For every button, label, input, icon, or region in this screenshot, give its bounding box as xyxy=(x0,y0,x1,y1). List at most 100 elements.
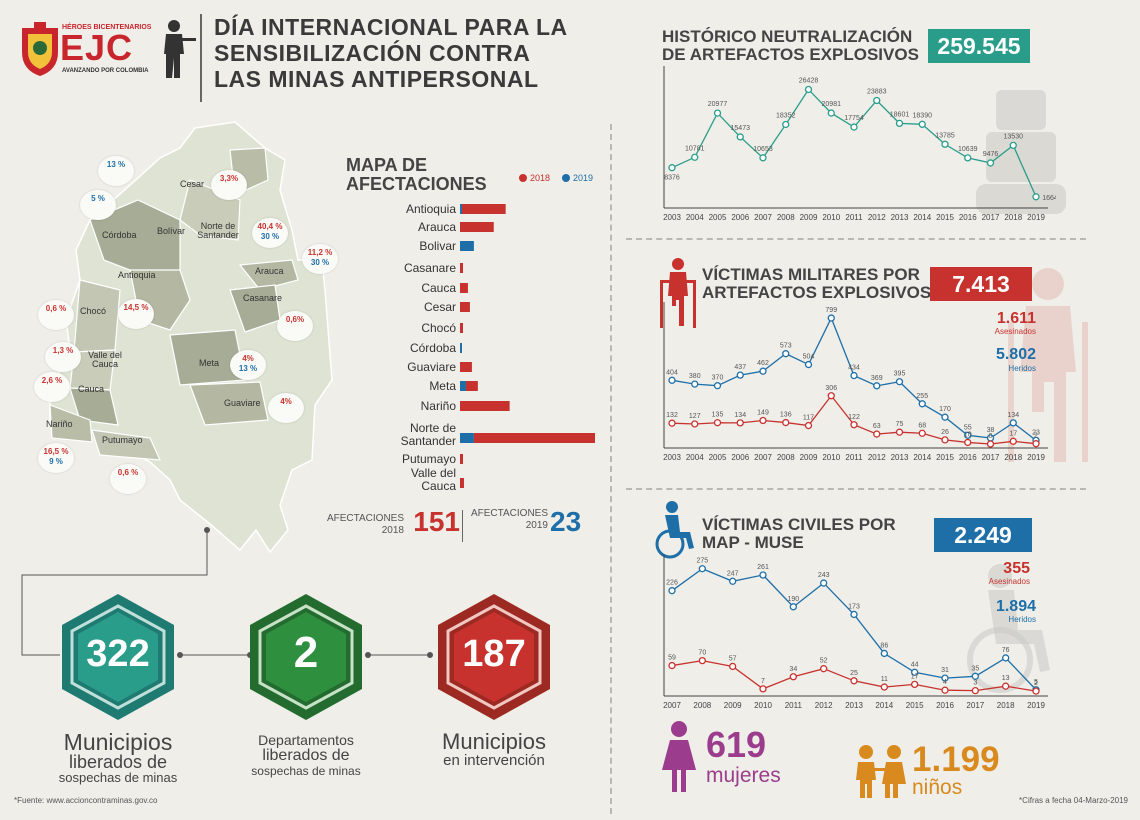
data-label: 799 xyxy=(825,307,837,314)
data-label: 437 xyxy=(734,364,746,371)
totals-2019-value: 23 xyxy=(550,506,582,537)
hex1-value: 322 xyxy=(86,633,150,675)
category-label: Putumayo xyxy=(402,452,456,466)
region-label-choco: Chocó xyxy=(80,306,107,316)
hex3-value: 187 xyxy=(462,633,526,675)
x-tick-label: 2007 xyxy=(754,213,772,220)
children-icon xyxy=(856,745,906,798)
data-point xyxy=(850,123,858,131)
children-value: 1.199 xyxy=(912,740,1000,779)
data-point xyxy=(736,133,744,141)
badge-2019-value: 30 % xyxy=(310,258,330,267)
x-tick-label: 2008 xyxy=(777,453,795,461)
data-point xyxy=(1009,141,1017,150)
logo: HÉROES BICENTENARIOS EJC AVANZANDO POR C… xyxy=(18,18,198,80)
hex3-label: Municipios en intervención xyxy=(404,731,584,769)
badge-2018-value: 0,6 % xyxy=(117,468,139,477)
map-title-line-2: AFECTACIONES xyxy=(346,174,487,194)
military-wounded-label: Heridos xyxy=(1008,364,1036,373)
x-tick-label: 2003 xyxy=(663,213,681,220)
data-point xyxy=(941,686,949,694)
civilians-title-line: MAP - MUSE xyxy=(702,533,804,552)
data-point xyxy=(698,656,706,665)
x-tick-label: 2007 xyxy=(663,701,681,708)
source-note: *Fuente: www.accioncontraminas.gov.co xyxy=(14,796,158,805)
data-point xyxy=(736,419,744,427)
military-title-line: VÍCTIMAS MILITARES POR xyxy=(702,265,920,284)
x-tick-label: 2012 xyxy=(815,701,833,708)
data-point xyxy=(713,109,722,117)
neutralization-title: HISTÓRICO NEUTRALIZACIÓN DE ARTEFACTOS E… xyxy=(662,28,919,64)
category-label: Cauca xyxy=(421,479,456,493)
x-tick-label: 2009 xyxy=(800,453,818,461)
data-point xyxy=(895,378,904,386)
data-label: 57 xyxy=(729,655,737,662)
x-tick-label: 2008 xyxy=(693,701,711,708)
data-point xyxy=(850,610,858,619)
category-label: Santander xyxy=(401,434,456,448)
data-point xyxy=(911,680,919,689)
data-label: 8376 xyxy=(664,175,680,182)
bar-2019 xyxy=(460,381,466,391)
title-line-3: LAS MINAS ANTIPERSONAL xyxy=(214,66,539,92)
region-label-cesar: Cesar xyxy=(180,179,205,189)
children-label: niños xyxy=(912,776,963,799)
category-label: Cesar xyxy=(424,300,456,314)
percent-badge: 4% 13 % xyxy=(230,350,266,380)
data-label: 18601 xyxy=(890,111,910,118)
legend-label-2018: 2018 xyxy=(530,173,550,183)
totals-2019-label: AFECTACIONES 2019 xyxy=(470,508,548,531)
data-label: 380 xyxy=(689,373,701,380)
data-label: 23 xyxy=(1032,429,1040,436)
data-point xyxy=(1009,437,1017,445)
bar-2018 xyxy=(460,323,463,333)
data-point xyxy=(668,164,676,172)
badge-2018-value: 0,6% xyxy=(285,315,305,324)
badge-2018-value: 16,5 % xyxy=(43,447,69,456)
badge-2018-value: 11,2 % xyxy=(307,248,333,257)
data-label: 25 xyxy=(850,670,858,677)
data-label: 275 xyxy=(696,558,708,565)
data-label: 226 xyxy=(666,580,678,587)
category-label: Chocó xyxy=(421,321,456,335)
data-point xyxy=(759,571,767,579)
x-tick-label: 2017 xyxy=(966,701,984,708)
data-point xyxy=(789,673,797,681)
data-label: 10 xyxy=(964,431,972,438)
hex2-label-line: Departamentos xyxy=(258,732,354,748)
x-tick-label: 2009 xyxy=(724,701,742,708)
x-tick-label: 2016 xyxy=(959,213,977,220)
hexagon-departamentos xyxy=(250,594,362,720)
data-point xyxy=(668,661,676,670)
data-point xyxy=(1032,193,1040,201)
category-label: Córdoba xyxy=(410,341,456,355)
data-point xyxy=(941,413,949,421)
data-label: 7 xyxy=(761,678,765,685)
region-label-arauca: Arauca xyxy=(255,266,284,276)
data-label: 31 xyxy=(941,667,949,674)
badge-2019-value: 30 % xyxy=(260,232,280,241)
region-label-guaviare: Guaviare xyxy=(224,398,261,408)
data-point xyxy=(873,430,881,438)
totals-2018-value: 151 xyxy=(413,506,460,537)
percent-badge: 14,5 % xyxy=(118,299,154,329)
women-label: mujeres xyxy=(706,764,781,787)
data-label: 17754 xyxy=(844,115,864,122)
region-label-norte-de-santander: Norte de Santander xyxy=(197,221,239,240)
x-tick-label: 2015 xyxy=(936,453,954,461)
category-label: Norte de xyxy=(410,421,456,435)
x-tick-label: 2010 xyxy=(822,213,840,220)
data-label: 63 xyxy=(873,423,881,430)
data-label: 0 xyxy=(989,433,993,440)
bar-2019 xyxy=(460,241,474,251)
data-label: 26 xyxy=(941,429,949,436)
x-tick-label: 2017 xyxy=(982,453,1000,461)
data-point xyxy=(873,382,881,390)
hexagon-municipios xyxy=(62,594,174,720)
data-point xyxy=(964,431,972,439)
military-title: VÍCTIMAS MILITARES POR ARTEFACTOS EXPLOS… xyxy=(702,266,931,302)
x-tick-label: 2016 xyxy=(936,701,954,708)
region-label-antioquia: Antioquia xyxy=(118,270,156,280)
data-label: 20977 xyxy=(708,101,728,108)
bar-2019 xyxy=(460,204,462,214)
